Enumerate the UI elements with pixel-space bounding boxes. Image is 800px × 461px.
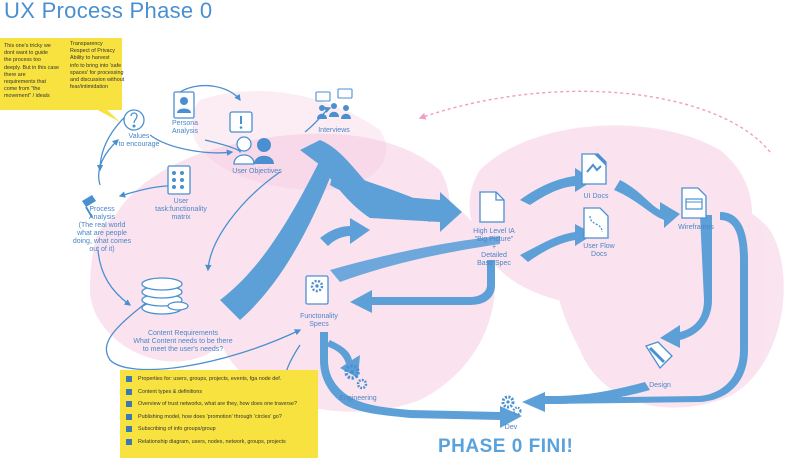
node-functionality-specs: Functonality Specs [300,313,338,328]
bullet-icon [126,376,132,382]
node-values: Values to encourage [118,133,160,148]
node-engineering: Engineering [339,395,377,402]
flow-arrows [220,140,748,428]
user-flow-docs-icon [583,207,609,239]
bullet-icon [126,413,132,420]
dev-gears-icon [501,395,522,416]
process-analysis-icon [82,195,96,218]
node-wireframes: Wireframes [678,224,714,231]
node-ui-docs: UI Docs [583,193,609,200]
functionality-specs-icon [305,275,329,305]
node-content-requirements: Content Requirements What Content needs … [133,330,233,353]
ui-docs-icon [581,153,607,185]
node-user-objectives: User Objectives [232,168,282,175]
sticky-pointer [94,108,120,122]
sticky-note-right-text: Transparency Respect of Privacy Ability … [70,41,125,91]
node-user-task-matrix: User task:functionality matrix [155,198,207,221]
sticky-note-left-text: This one's tricky we dont want to guide … [4,43,60,100]
sticky-note-requirements: This one's tricky we dont want to guide … [0,38,124,110]
bullet-icon [126,388,132,395]
bullet-icon [126,401,132,408]
high-level-ia-icon [479,191,505,223]
persona-icon [173,91,195,119]
interviews-icon [315,88,353,119]
phase-finished-banner: PHASE 0 FINI! [438,436,574,457]
spec-item: Content types & definitions [126,388,312,396]
user-task-matrix-icon [167,165,191,195]
sticky-note-functionality: Properties for: users, groups, projects,… [120,370,318,458]
node-persona-analysis: Persona Analysis [171,120,199,135]
design-icon [645,341,673,370]
engineering-gears-icon [344,364,368,390]
node-high-level-ia: High Level IA "Big Picture" + Detailed B… [473,228,515,267]
page-title: UX Process Phase 0 [4,0,213,23]
node-user-flow-docs: User Flow Docs [583,243,615,258]
spec-item: Subscribing of info groups/group [126,426,312,433]
phase-blobs [90,125,784,412]
bullet-icon [126,426,132,433]
spec-item: Publishing model, how does 'promotion' t… [126,413,312,421]
node-process-analysis: Process Analysis (The real world what ar… [72,206,132,253]
spec-item: Relationship diagram, users, nodes, netw… [126,438,312,446]
node-interviews: Interviews [318,127,350,134]
user-objectives-icon [229,111,274,165]
return-arrow [418,90,771,153]
spec-item: Properties for: users, groups, projects,… [126,376,312,383]
values-icon [123,109,145,131]
bullet-icon [126,438,132,445]
node-design: Design [649,382,671,389]
wireframes-icon [681,187,707,219]
content-database-icon [141,277,189,315]
node-dev: Dev [504,424,518,431]
spec-item: Overview of trust networks, what are the… [126,401,312,408]
